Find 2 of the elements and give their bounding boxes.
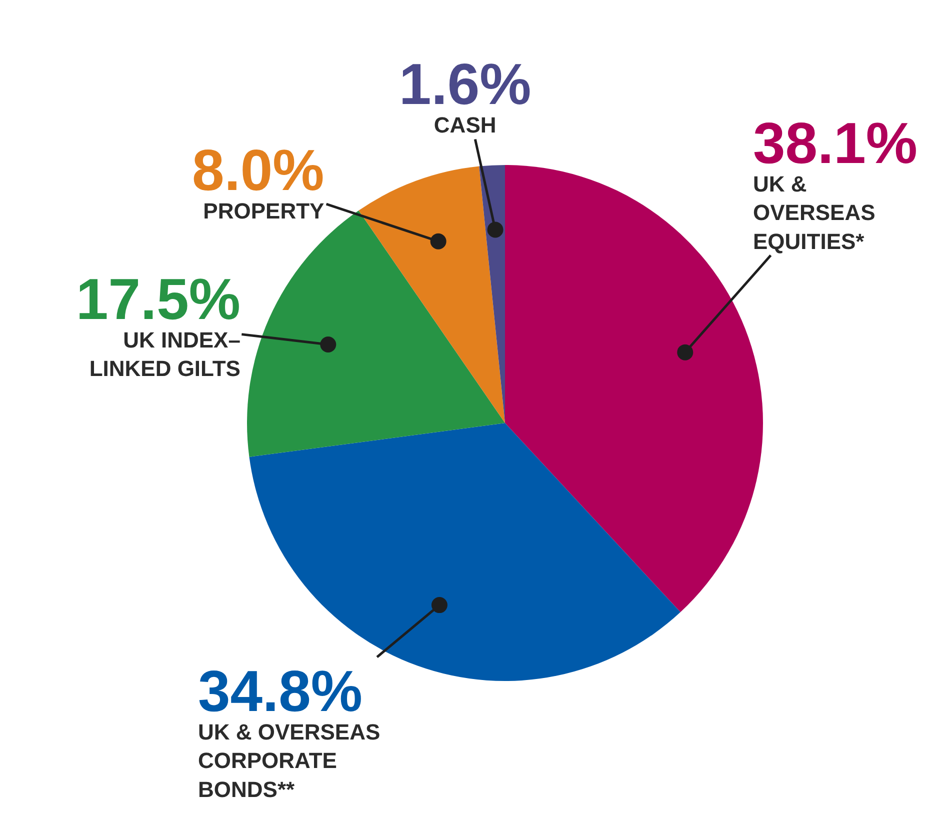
- pie-slice: [479, 165, 505, 423]
- pie-slice: [358, 166, 505, 423]
